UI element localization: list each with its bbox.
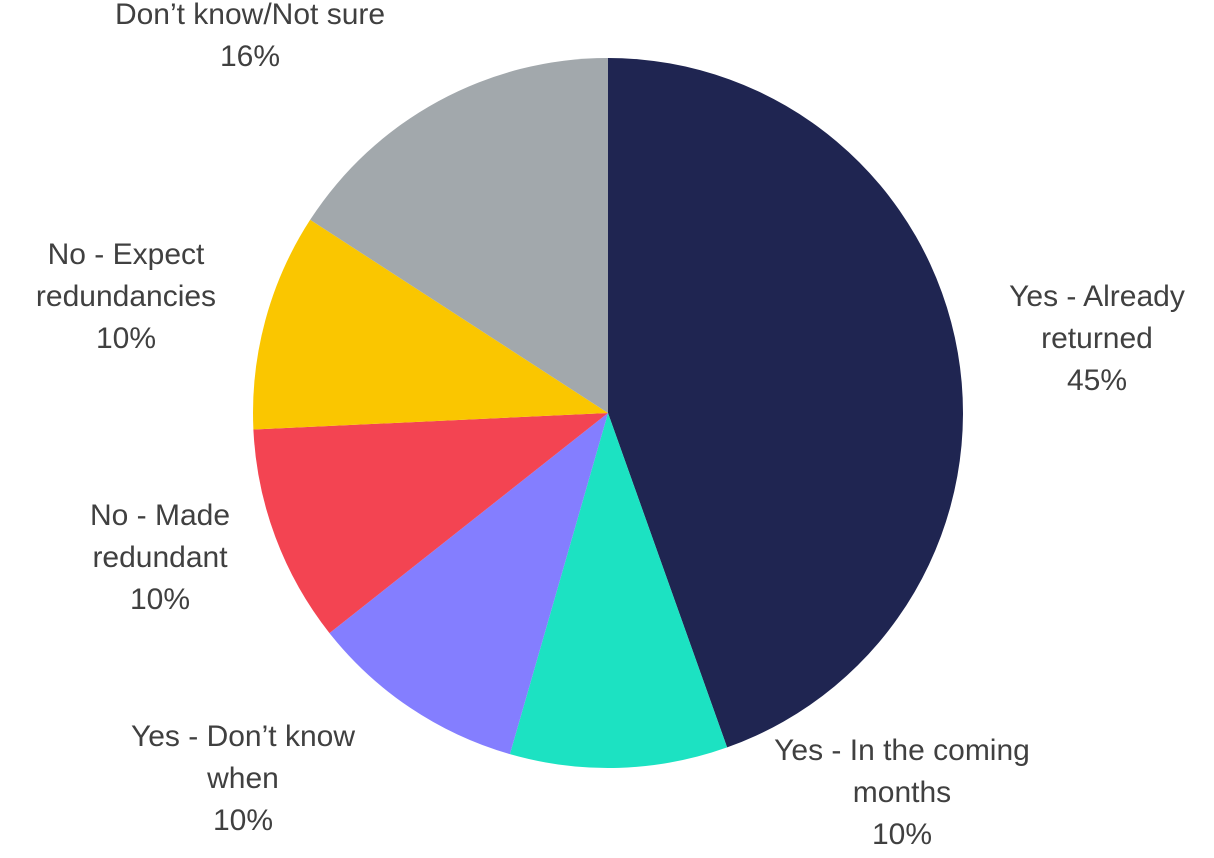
slice-label-3: No - Made redundant 10% [90,499,230,616]
slice-category-label: Yes - Don’t know [131,720,355,753]
slice-label-4: No - Expect redundancies 10% [36,238,216,355]
slice-label-1: Yes - In the coming months 10% [774,734,1030,851]
slice-value-label: 10% [130,583,190,616]
slice-category-label: No - Expect [48,238,205,271]
slice-labels: Yes - Already returned 45% Yes - In the com… [36,0,1185,851]
pie-slice-3 [253,413,608,634]
slice-category-label: returned [1041,322,1153,355]
slice-category-label: Yes - In the coming [774,734,1030,767]
pie-slice-0 [608,58,963,748]
slice-value-label: 10% [213,804,273,837]
slice-category-label: Yes - Already [1009,280,1185,313]
slice-category-label: Don’t know/Not sure [115,0,385,31]
slice-category-label: No - Made [90,499,230,532]
slice-category-label: redundancies [36,280,216,313]
slice-value-label: 45% [1067,364,1127,397]
slice-value-label: 16% [220,40,280,73]
slice-category-label: when [206,762,279,795]
pie-slice-4 [253,219,608,430]
pie-slice-1 [509,413,728,768]
slice-category-label: redundant [92,541,228,574]
pie-slices [253,58,963,768]
slice-value-label: 10% [872,818,932,851]
slice-label-5: Don’t know/Not sure 16% [115,0,385,73]
slice-category-label: months [853,776,951,809]
slice-label-0: Yes - Already returned 45% [1009,280,1185,397]
pie-slice-2 [329,413,608,755]
pie-slice-5 [310,58,608,413]
slice-label-2: Yes - Don’t know when 10% [131,720,355,837]
slice-value-label: 10% [96,322,156,355]
